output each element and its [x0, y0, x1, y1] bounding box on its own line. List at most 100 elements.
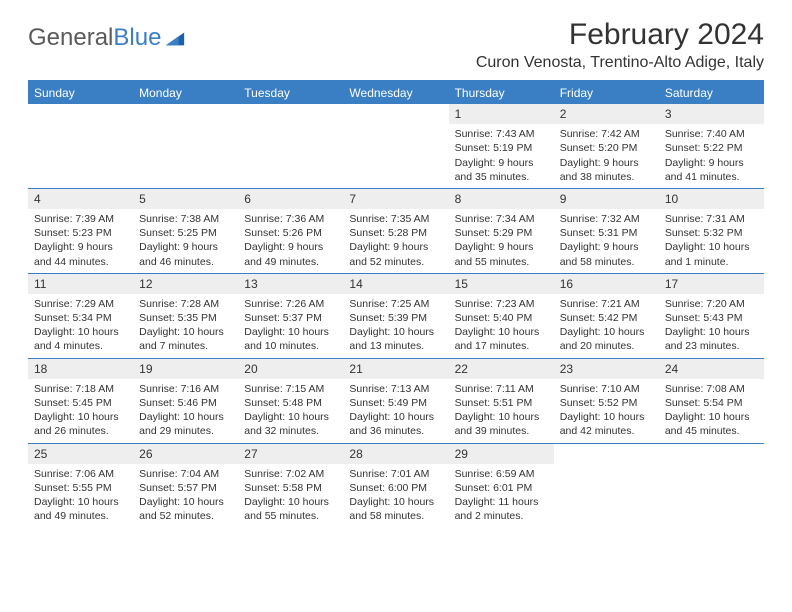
sunset-text: Sunset: 5:58 PM: [244, 481, 337, 495]
sunset-text: Sunset: 5:54 PM: [665, 396, 758, 410]
sunrise-text: Sunrise: 7:06 AM: [34, 467, 127, 481]
day-cell: ..: [554, 444, 659, 528]
sunset-text: Sunset: 5:19 PM: [455, 141, 548, 155]
day-body: Sunrise: 7:18 AMSunset: 5:45 PMDaylight:…: [28, 379, 133, 443]
daylight-text: Daylight: 9 hours and 44 minutes.: [34, 240, 127, 268]
day-cell: 27 Sunrise: 7:02 AMSunset: 5:58 PMDayligh…: [238, 444, 343, 528]
day-number: 27: [238, 444, 343, 464]
day-cell: ..: [343, 104, 448, 188]
day-cell: 21Sunrise: 7:13 AMSunset: 5:49 PMDayligh…: [343, 359, 448, 443]
sunrise-text: Sunrise: 7:18 AM: [34, 382, 127, 396]
sunrise-text: Sunrise: 7:20 AM: [665, 297, 758, 311]
day-body: Sunrise: 7:43 AMSunset: 5:19 PMDaylight:…: [449, 124, 554, 188]
day-number: 21: [343, 359, 448, 379]
day-number: 28: [343, 444, 448, 464]
day-number: 12: [133, 274, 238, 294]
day-cell: 18Sunrise: 7:18 AMSunset: 5:45 PMDayligh…: [28, 359, 133, 443]
week-row: 18Sunrise: 7:18 AMSunset: 5:45 PMDayligh…: [28, 358, 764, 443]
daylight-text: Daylight: 10 hours and 10 minutes.: [244, 325, 337, 353]
day-of-week-header: SundayMondayTuesdayWednesdayThursdayFrid…: [28, 82, 764, 104]
sunset-text: Sunset: 5:52 PM: [560, 396, 653, 410]
daylight-text: Daylight: 9 hours and 52 minutes.: [349, 240, 442, 268]
sunset-text: Sunset: 5:48 PM: [244, 396, 337, 410]
sunset-text: Sunset: 5:37 PM: [244, 311, 337, 325]
sunrise-text: Sunrise: 7:10 AM: [560, 382, 653, 396]
day-number: 16: [554, 274, 659, 294]
sunset-text: Sunset: 5:25 PM: [139, 226, 232, 240]
day-number: 9: [554, 189, 659, 209]
daylight-text: Daylight: 9 hours and 46 minutes.: [139, 240, 232, 268]
weeks-container: ........1Sunrise: 7:43 AMSunset: 5:19 PM…: [28, 104, 764, 527]
sunset-text: Sunset: 6:01 PM: [455, 481, 548, 495]
day-cell: 10Sunrise: 7:31 AMSunset: 5:32 PMDayligh…: [659, 189, 764, 273]
day-number: 11: [28, 274, 133, 294]
sunset-text: Sunset: 5:42 PM: [560, 311, 653, 325]
day-body: Sunrise: 7:20 AMSunset: 5:43 PMDaylight:…: [659, 294, 764, 358]
daylight-text: Daylight: 9 hours and 58 minutes.: [560, 240, 653, 268]
day-cell: 20Sunrise: 7:15 AMSunset: 5:48 PMDayligh…: [238, 359, 343, 443]
sunrise-text: Sunrise: 7:40 AM: [665, 127, 758, 141]
sunrise-text: Sunrise: 7:38 AM: [139, 212, 232, 226]
daylight-text: Daylight: 10 hours and 17 minutes.: [455, 325, 548, 353]
day-body: Sunrise: 6:59 AMSunset: 6:01 PMDaylight:…: [449, 464, 554, 528]
header: GeneralBlue February 2024 Curon Venosta,…: [28, 18, 764, 72]
sunset-text: Sunset: 5:39 PM: [349, 311, 442, 325]
sunrise-text: Sunrise: 7:16 AM: [139, 382, 232, 396]
day-body: Sunrise: 7:28 AMSunset: 5:35 PMDaylight:…: [133, 294, 238, 358]
sunrise-text: Sunrise: 7:26 AM: [244, 297, 337, 311]
sunset-text: Sunset: 5:31 PM: [560, 226, 653, 240]
day-body: Sunrise: 7:32 AMSunset: 5:31 PMDaylight:…: [554, 209, 659, 273]
day-number: 10: [659, 189, 764, 209]
day-cell: 23Sunrise: 7:10 AMSunset: 5:52 PMDayligh…: [554, 359, 659, 443]
day-cell: 19Sunrise: 7:16 AMSunset: 5:46 PMDayligh…: [133, 359, 238, 443]
logo-icon: [164, 27, 186, 49]
week-row: ........1Sunrise: 7:43 AMSunset: 5:19 PM…: [28, 104, 764, 188]
day-cell: ..: [659, 444, 764, 528]
daylight-text: Daylight: 10 hours and 42 minutes.: [560, 410, 653, 438]
day-body: Sunrise: 7:04 AMSunset: 5:57 PMDaylight:…: [133, 464, 238, 528]
daylight-text: Daylight: 10 hours and 7 minutes.: [139, 325, 232, 353]
month-title: February 2024: [476, 18, 764, 52]
day-number: 22: [449, 359, 554, 379]
day-number: 24: [659, 359, 764, 379]
daylight-text: Daylight: 10 hours and 29 minutes.: [139, 410, 232, 438]
sunset-text: Sunset: 5:29 PM: [455, 226, 548, 240]
sunrise-text: Sunrise: 7:21 AM: [560, 297, 653, 311]
sunrise-text: Sunrise: 7:34 AM: [455, 212, 548, 226]
day-cell: 22Sunrise: 7:11 AMSunset: 5:51 PMDayligh…: [449, 359, 554, 443]
sunrise-text: Sunrise: 7:02 AM: [244, 467, 337, 481]
logo-word-2: Blue: [113, 24, 161, 52]
day-body: Sunrise: 7:21 AMSunset: 5:42 PMDaylight:…: [554, 294, 659, 358]
day-cell: ..: [28, 104, 133, 188]
day-cell: 13Sunrise: 7:26 AMSunset: 5:37 PMDayligh…: [238, 274, 343, 358]
sunset-text: Sunset: 5:40 PM: [455, 311, 548, 325]
day-body: Sunrise: 7:29 AMSunset: 5:34 PMDaylight:…: [28, 294, 133, 358]
daylight-text: Daylight: 10 hours and 23 minutes.: [665, 325, 758, 353]
daylight-text: Daylight: 11 hours and 2 minutes.: [455, 495, 548, 523]
day-body: Sunrise: 7:25 AMSunset: 5:39 PMDaylight:…: [343, 294, 448, 358]
sunset-text: Sunset: 5:20 PM: [560, 141, 653, 155]
sunrise-text: Sunrise: 7:28 AM: [139, 297, 232, 311]
day-body: Sunrise: 7:01 AMSunset: 6:00 PMDaylight:…: [343, 464, 448, 528]
day-cell: 11Sunrise: 7:29 AMSunset: 5:34 PMDayligh…: [28, 274, 133, 358]
sunrise-text: Sunrise: 7:08 AM: [665, 382, 758, 396]
day-cell: 3Sunrise: 7:40 AMSunset: 5:22 PMDaylight…: [659, 104, 764, 188]
sunrise-text: Sunrise: 7:29 AM: [34, 297, 127, 311]
dow-cell: Saturday: [659, 82, 764, 104]
sunrise-text: Sunrise: 7:42 AM: [560, 127, 653, 141]
sunset-text: Sunset: 5:46 PM: [139, 396, 232, 410]
daylight-text: Daylight: 10 hours and 26 minutes.: [34, 410, 127, 438]
day-number: 20: [238, 359, 343, 379]
daylight-text: Daylight: 10 hours and 52 minutes.: [139, 495, 232, 523]
dow-cell: Friday: [554, 82, 659, 104]
sunrise-text: Sunrise: 7:01 AM: [349, 467, 442, 481]
day-number: 6: [238, 189, 343, 209]
day-number: 2: [554, 104, 659, 124]
dow-cell: Tuesday: [238, 82, 343, 104]
daylight-text: Daylight: 10 hours and 49 minutes.: [34, 495, 127, 523]
calendar-page: GeneralBlue February 2024 Curon Venosta,…: [0, 0, 792, 537]
day-cell: 14Sunrise: 7:25 AMSunset: 5:39 PMDayligh…: [343, 274, 448, 358]
dow-cell: Wednesday: [343, 82, 448, 104]
sunrise-text: Sunrise: 7:13 AM: [349, 382, 442, 396]
daylight-text: Daylight: 10 hours and 55 minutes.: [244, 495, 337, 523]
